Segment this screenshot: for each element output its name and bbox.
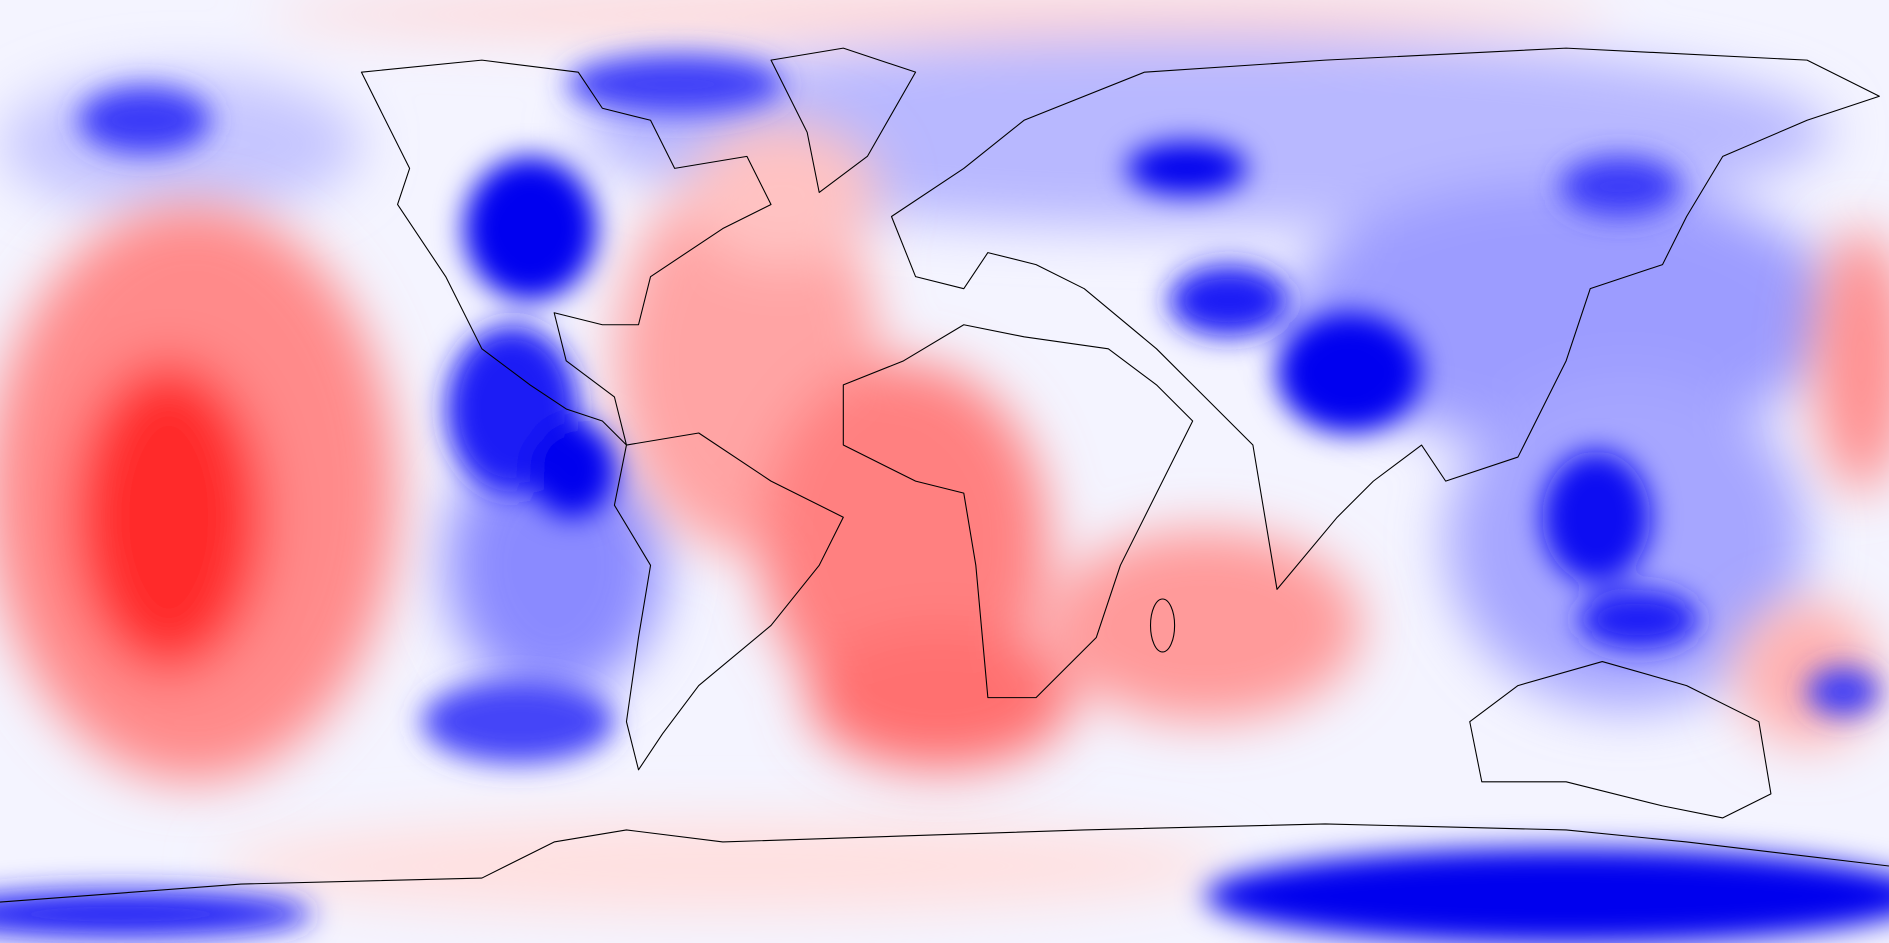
north-america	[360, 59, 772, 446]
coastlines	[0, 47, 1889, 903]
eurasia	[890, 47, 1880, 590]
greenland	[770, 47, 917, 193]
madagascar	[1149, 598, 1176, 653]
antarctica	[0, 823, 1889, 903]
warm-anomalies	[0, 120, 1889, 782]
south-america	[613, 432, 844, 771]
cold-anomalies	[0, 54, 1889, 943]
light-field	[0, 0, 1844, 915]
australia	[1469, 661, 1772, 819]
africa	[842, 324, 1194, 699]
